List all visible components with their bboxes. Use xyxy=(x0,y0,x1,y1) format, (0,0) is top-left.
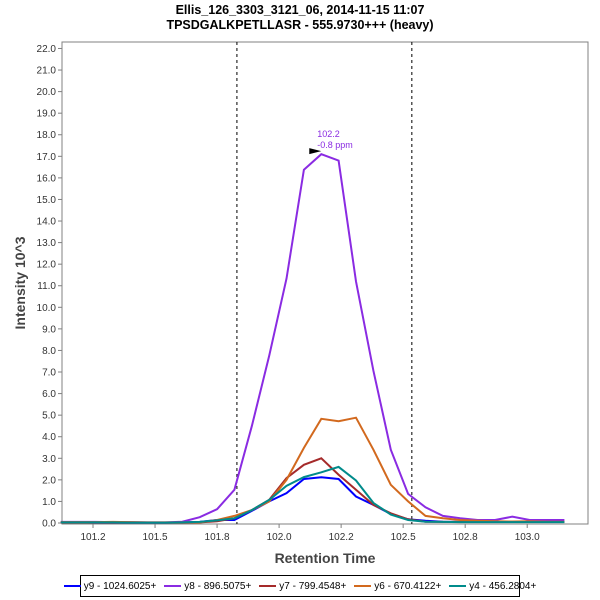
legend-swatch xyxy=(449,585,467,587)
legend-item: y8 - 896.5075+ xyxy=(164,581,251,592)
legend-label: y7 - 799.4548+ xyxy=(279,580,347,592)
y-tick-label: 4.0 xyxy=(42,432,56,443)
legend-item: y7 - 799.4548+ xyxy=(259,581,346,592)
legend-swatch xyxy=(259,585,277,587)
x-tick-label: 101.5 xyxy=(143,532,168,543)
peak-rt-label: 102.2 xyxy=(317,129,340,139)
y-tick-label: 13.0 xyxy=(37,238,57,249)
legend-item: y6 - 670.4122+ xyxy=(354,581,441,592)
y-tick-label: 17.0 xyxy=(37,152,57,163)
legend-label: y8 - 896.5075+ xyxy=(184,580,252,592)
y-tick-label: 22.0 xyxy=(37,44,57,55)
legend-label: y6 - 670.4122+ xyxy=(374,580,442,592)
x-tick-label: 102.8 xyxy=(453,532,478,543)
series-line-y4 xyxy=(60,465,565,524)
y-tick-label: 15.0 xyxy=(37,195,57,206)
y-axis-label: Intensity 10^3 xyxy=(12,236,28,329)
legend-label: y4 - 456.2804+ xyxy=(469,580,537,592)
y-tick-label: 6.0 xyxy=(42,389,56,400)
plot-frame xyxy=(61,41,589,525)
y-tick-label: 19.0 xyxy=(37,109,57,120)
y-tick-label: 9.0 xyxy=(42,324,56,335)
y-tick-label: 11.0 xyxy=(37,281,56,292)
y-tick-label: 16.0 xyxy=(37,173,57,184)
y-tick-label: 2.0 xyxy=(42,475,56,486)
y-tick-label: 18.0 xyxy=(37,130,57,141)
y-tick-label: 5.0 xyxy=(42,411,56,422)
y-tick-label: 8.0 xyxy=(42,346,56,357)
peak-ppm-label: -0.8 ppm xyxy=(317,140,353,150)
legend-swatch xyxy=(354,585,372,587)
y-tick-label: 1.0 xyxy=(42,497,56,508)
legend: y9 - 1024.6025+ y8 - 896.5075+ y7 - 799.45… xyxy=(63,575,536,597)
legend-item: y4 - 456.2804+ xyxy=(449,581,536,592)
y-tick-label: 10.0 xyxy=(37,303,57,314)
x-axis-label: Retention Time xyxy=(275,550,376,566)
y-tick-label: 3.0 xyxy=(42,454,56,465)
legend-swatch xyxy=(63,585,81,587)
legend-swatch xyxy=(164,585,182,587)
chart-title: Ellis_126_3303_3121_06, 2014-11-15 11:07 xyxy=(175,3,425,17)
y-tick-label: 12.0 xyxy=(37,260,57,271)
y-tick-label: 0.0 xyxy=(42,519,56,530)
peak-marker-icon xyxy=(309,148,322,155)
y-tick-label: 20.0 xyxy=(37,87,57,98)
y-tick-label: 7.0 xyxy=(42,368,56,379)
x-tick-label: 102.5 xyxy=(391,532,416,543)
x-tick-label: 102.2 xyxy=(329,532,354,543)
y-tick-label: 14.0 xyxy=(37,217,57,228)
chart-subtitle: TPSDGALKPETLLASR - 555.9730+++ (heavy) xyxy=(166,18,434,32)
x-tick-label: 103.0 xyxy=(515,532,540,543)
y-tick-label: 21.0 xyxy=(37,66,57,77)
x-tick-label: 101.2 xyxy=(80,532,105,543)
x-tick-label: 102.0 xyxy=(267,532,292,543)
legend-label: y9 - 1024.6025+ xyxy=(83,580,157,592)
legend-item: y9 - 1024.6025+ xyxy=(63,580,157,592)
x-tick-label: 101.8 xyxy=(205,532,230,543)
